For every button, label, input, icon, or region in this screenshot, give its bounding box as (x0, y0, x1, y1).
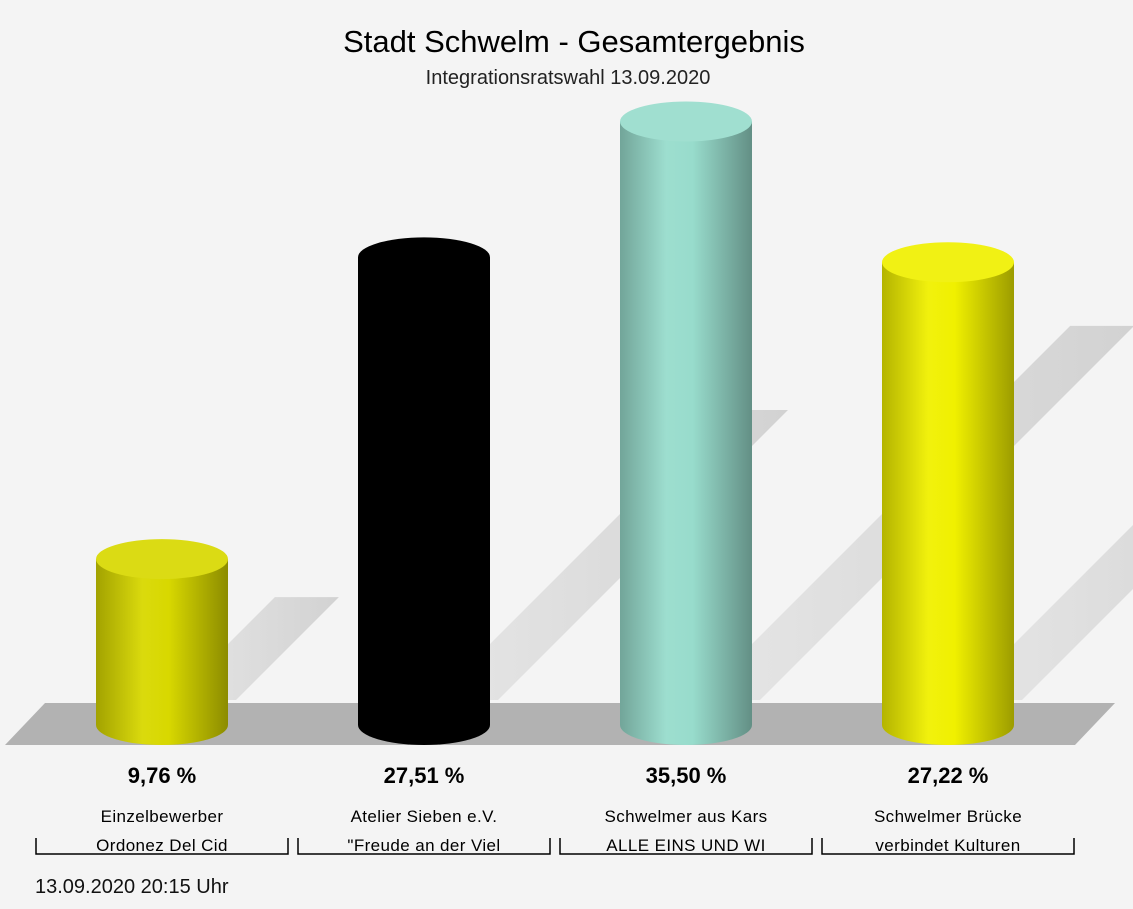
value-label: 27,51 % (384, 763, 465, 788)
label-bracket (35, 838, 289, 855)
label-bracket (297, 838, 551, 855)
category-label-line2: ALLE EINS UND WI (606, 836, 765, 855)
category-label-line2: Ordonez Del Cid (96, 836, 228, 855)
value-label: 35,50 % (646, 763, 727, 788)
value-label: 9,76 % (128, 763, 197, 788)
label-bracket (821, 838, 1075, 855)
category-label-line2: verbindet Kulturen (875, 836, 1020, 855)
bar (358, 237, 490, 745)
category-label-line1: Einzelbewerber (101, 807, 224, 826)
bar-top (358, 237, 490, 278)
bar-top (882, 242, 1014, 283)
floor (5, 703, 1115, 745)
timestamp: 13.09.2020 20:15 Uhr (35, 876, 229, 898)
chart-subtitle: Integrationsratswahl 13.09.2020 (426, 67, 711, 89)
label-bracket (559, 838, 813, 855)
category-label-line2: "Freude an der Viel (347, 836, 500, 855)
category-label-line1: Schwelmer aus Kars (604, 807, 767, 826)
category-label-line1: Atelier Sieben e.V. (351, 807, 498, 826)
bar (96, 539, 228, 745)
value-label: 27,22 % (908, 763, 989, 788)
bar-body (620, 121, 752, 745)
bar-top (620, 101, 752, 142)
bar-top (96, 539, 228, 580)
bar (882, 242, 1014, 745)
category-labels: 9,76 % Einzelbewerber Ordonez Del Cid 27,51… (35, 763, 1075, 855)
bar-body (96, 559, 228, 745)
chart-title: Stadt Schwelm - Gesamtergebnis (343, 24, 805, 59)
bars (96, 101, 1014, 745)
category-label-line1: Schwelmer Brücke (874, 807, 1022, 826)
bar-body (882, 262, 1014, 745)
bar-body (358, 257, 490, 745)
bar (620, 101, 752, 745)
